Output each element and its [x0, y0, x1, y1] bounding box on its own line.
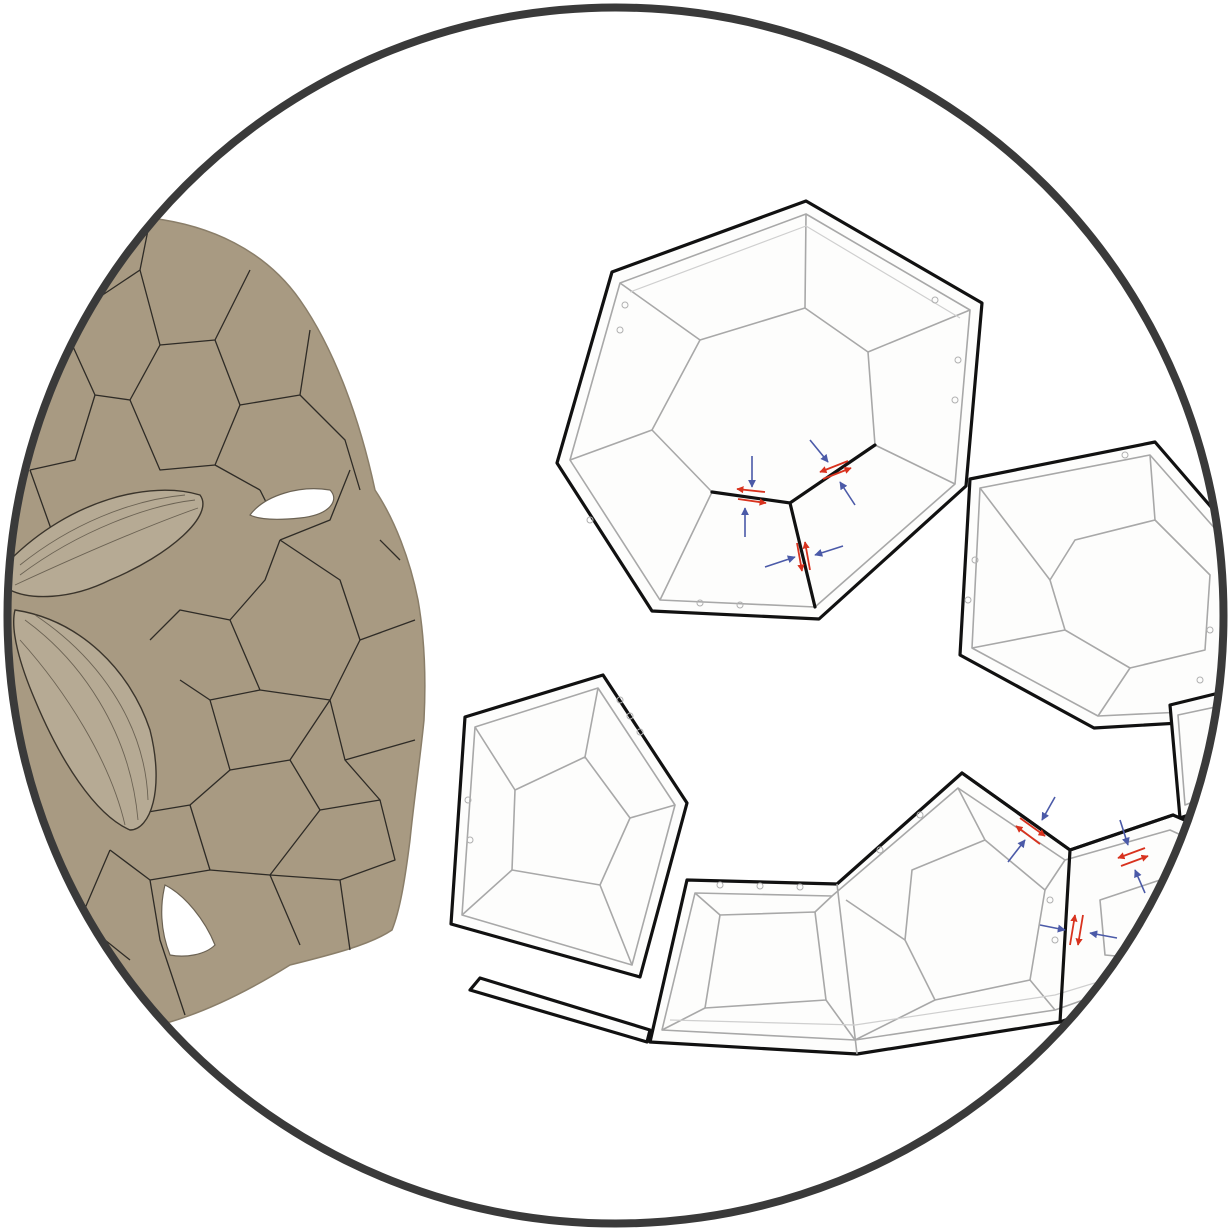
- lunule-upper: [249, 488, 335, 520]
- compression-arrow: [1041, 796, 1056, 821]
- shear-arrow: [802, 541, 811, 571]
- shear-arrow: [819, 460, 849, 473]
- shear-arrow: [796, 542, 805, 572]
- shear-arrow: [737, 498, 767, 506]
- compression-arrow: [764, 555, 796, 568]
- plate-schematic: [449, 199, 1224, 1056]
- stress-arrows: [736, 439, 1149, 946]
- plate-bottom: [648, 771, 1224, 1056]
- shear-arrow: [1075, 914, 1084, 946]
- lunule-lower: [161, 884, 216, 957]
- compression-arrow: [1119, 819, 1130, 846]
- shear-arrow: [1015, 825, 1041, 845]
- sand-dollar-test: [7, 216, 426, 1025]
- shear-arrow: [1019, 817, 1046, 837]
- compression-arrow: [1007, 839, 1026, 863]
- plate-connector: [1168, 688, 1224, 820]
- plate-right: [958, 440, 1224, 730]
- plate-top: [555, 199, 984, 621]
- test-body: [7, 216, 426, 1025]
- petaloid-lower: [13, 609, 157, 831]
- compression-arrow: [814, 545, 844, 557]
- shear-arrow: [1120, 854, 1149, 867]
- shear-arrow: [1117, 847, 1146, 860]
- compression-arrow: [1039, 924, 1066, 933]
- compression-arrow: [839, 481, 856, 506]
- plate-left: [449, 673, 689, 979]
- circle-frame: [3, 3, 1228, 1228]
- compression-arrow: [809, 439, 829, 463]
- shear-arrow: [822, 467, 852, 480]
- shear-arrow: [736, 486, 766, 494]
- compression-arrow: [1134, 869, 1146, 894]
- petaloid-upper: [9, 489, 204, 598]
- plate-sliver: [468, 976, 652, 1044]
- compression-arrow: [1089, 930, 1118, 939]
- shear-arrow: [1069, 914, 1078, 946]
